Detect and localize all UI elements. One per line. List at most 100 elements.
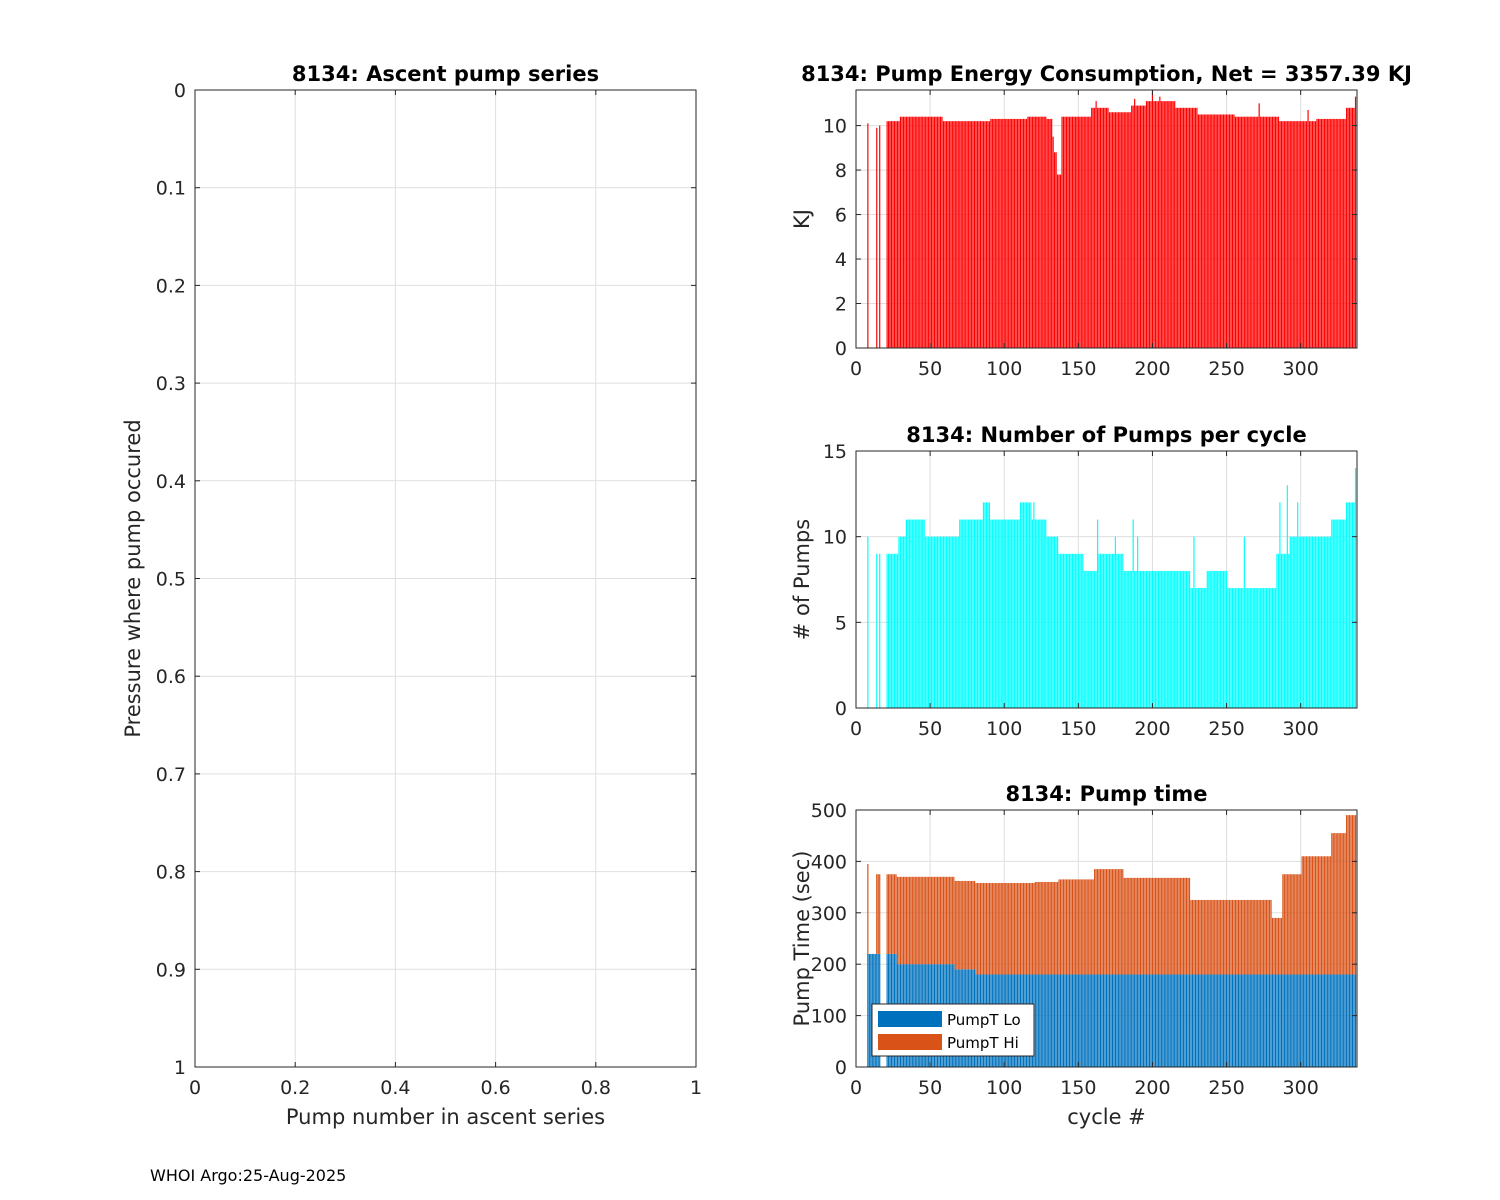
bar-pumpt-lo	[1175, 974, 1177, 1067]
bar-pumpt-hi	[1091, 879, 1093, 975]
bar	[1119, 112, 1121, 348]
bar	[1024, 502, 1026, 708]
bar	[1076, 116, 1078, 348]
bar-pumpt-lo	[1346, 974, 1348, 1067]
bar-pumpt-hi	[876, 874, 878, 954]
bar	[1150, 101, 1152, 348]
bar	[1289, 536, 1291, 708]
bar	[965, 519, 967, 708]
bar	[931, 536, 933, 708]
bar-pumpt-hi	[1054, 881, 1056, 975]
bar-pumpt-hi	[1261, 899, 1263, 975]
bar	[1067, 116, 1069, 348]
bar	[898, 121, 900, 348]
bar	[1323, 118, 1325, 349]
bar	[1320, 536, 1323, 708]
bar	[908, 519, 910, 708]
bar-pumpt-hi	[1085, 879, 1087, 975]
bar-pumpt-lo	[1092, 974, 1094, 1067]
bar-pumpt-lo	[1276, 974, 1278, 1067]
bar	[902, 536, 905, 708]
bar	[889, 121, 891, 348]
bar	[1268, 116, 1271, 348]
bar-pumpt-hi	[948, 876, 950, 965]
bar	[1036, 116, 1038, 348]
bar-pumpt-lo	[1297, 974, 1299, 1067]
bar	[1206, 570, 1208, 708]
bar-pumpt-hi	[1157, 877, 1159, 975]
bar	[1061, 116, 1063, 348]
bar	[1200, 588, 1202, 708]
bar-pumpt-lo	[1051, 974, 1053, 1067]
bar-pumpt-hi	[1267, 899, 1269, 975]
bar	[1343, 519, 1345, 708]
bar-pumpt-lo	[1310, 974, 1312, 1067]
bar	[941, 536, 943, 708]
bar	[1079, 116, 1081, 348]
bar-pumpt-hi	[1110, 869, 1112, 975]
bar	[1310, 536, 1312, 708]
bar	[1162, 101, 1164, 348]
bar	[1233, 588, 1235, 708]
bar	[945, 121, 948, 348]
bar-pumpt-lo	[870, 953, 872, 1067]
bar	[1308, 536, 1311, 708]
bar	[1220, 114, 1222, 348]
bar	[1209, 570, 1211, 708]
bar	[1223, 570, 1225, 708]
bar-pumpt-lo	[1237, 974, 1240, 1067]
x-axis-label: cycle #	[1067, 1105, 1146, 1129]
bar	[1218, 114, 1220, 348]
bar-pumpt-hi	[1113, 869, 1115, 975]
bar	[1150, 570, 1152, 708]
bar	[1097, 519, 1099, 708]
bar	[899, 116, 902, 348]
bar	[1016, 519, 1019, 708]
bar-pumpt-hi	[985, 882, 988, 975]
bar-pumpt-hi	[1116, 869, 1118, 975]
bar-pumpt-hi	[1009, 882, 1011, 975]
bar-pumpt-hi	[1291, 874, 1293, 975]
bar-pumpt-hi	[1056, 881, 1059, 975]
bar-pumpt-lo	[1138, 974, 1140, 1067]
bars	[867, 92, 1357, 349]
bar-pumpt-lo	[1257, 974, 1259, 1067]
bar	[1263, 588, 1265, 708]
bar	[1325, 536, 1327, 708]
bar	[1111, 112, 1114, 348]
bar	[1051, 536, 1053, 708]
bar	[1178, 107, 1180, 348]
bar	[1116, 553, 1118, 708]
bar-pumpt-lo	[1197, 974, 1199, 1067]
bar-pumpt-hi	[941, 876, 943, 965]
bar	[1194, 588, 1197, 708]
bar-pumpt-hi	[975, 882, 977, 975]
bar-pumpt-hi	[994, 882, 996, 975]
y-tick-label: 15	[823, 441, 847, 463]
bar-pumpt-hi	[1031, 882, 1033, 975]
bar	[1205, 114, 1207, 348]
bar-pumpt-lo	[1353, 974, 1355, 1067]
bar-pumpt-lo	[1172, 974, 1174, 1067]
bar-pumpt-hi	[1301, 856, 1303, 975]
bar-pumpt-lo	[1218, 974, 1220, 1067]
bar	[907, 116, 909, 348]
bar-pumpt-hi	[957, 880, 959, 970]
bar-pumpt-hi	[1344, 833, 1346, 975]
y-tick-label: 0	[835, 1057, 847, 1079]
bar-pumpt-hi	[1188, 877, 1191, 975]
bar-pumpt-lo	[1052, 974, 1054, 1067]
bar-pumpt-hi	[973, 880, 976, 970]
bar	[959, 121, 961, 348]
bar	[1191, 107, 1194, 348]
bar-pumpt-lo	[1145, 974, 1148, 1067]
bar	[1074, 553, 1076, 708]
bar	[1028, 116, 1031, 348]
bar-pumpt-hi	[1231, 899, 1234, 975]
bar	[1205, 588, 1207, 708]
bar-pumpt-lo	[1313, 974, 1315, 1067]
y-tick-label: 200	[811, 954, 847, 976]
bar	[1083, 570, 1085, 708]
bar	[1258, 103, 1260, 349]
bar	[1184, 107, 1186, 348]
